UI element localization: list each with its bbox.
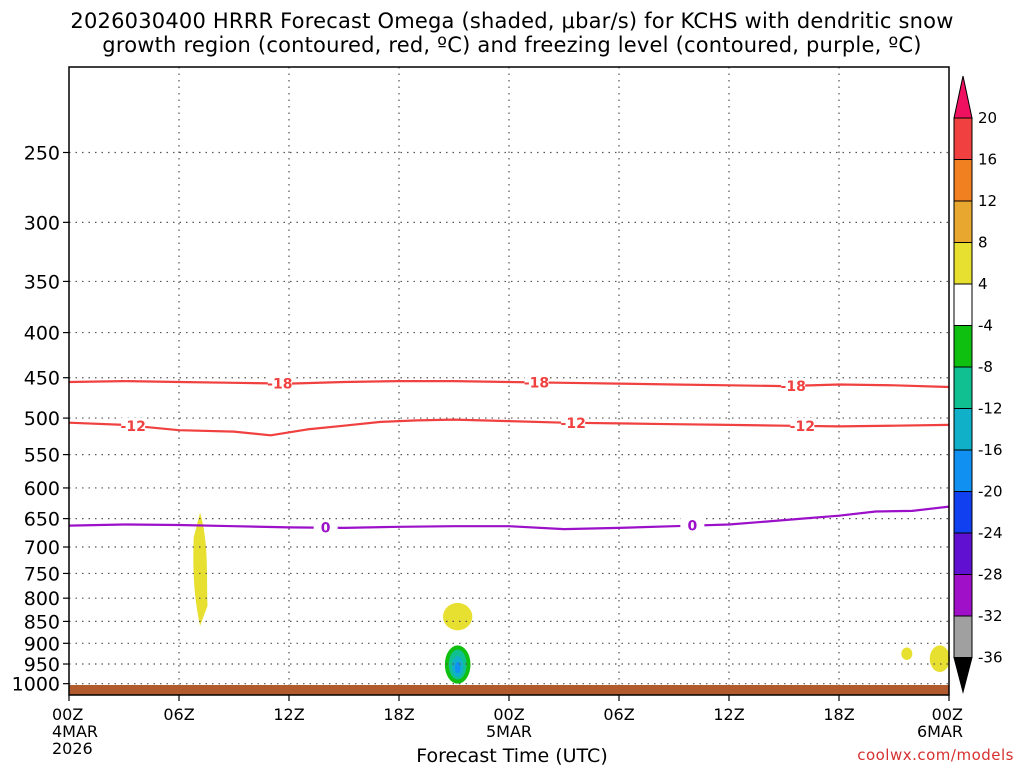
contour-freezing-level-label-0: 0 [321,521,331,537]
contour-minus12-label-bg-1 [561,414,586,429]
y-tick-label-550: 550 [24,445,60,467]
y-tick-label-600: 600 [24,478,60,500]
contour-freezing-level-label-1: 0 [687,519,697,535]
gridlines [69,67,949,695]
contour-minus18-label-bg-0 [267,375,292,390]
colorbar-swatch-9 [953,449,973,492]
contour-minus18-label-1: -18 [524,375,549,391]
colorbar-swatch-2 [953,159,973,202]
colorbar-label-5: -4 [978,317,993,335]
contour-minus12-label-bg-2 [790,417,815,432]
contour-freezing-level-label-bg-1 [680,517,705,532]
x-tick-label-12: 12Z [273,705,304,724]
contour-minus12-label-2: -12 [790,419,815,435]
x-tick-sublabel-0-0: 4MAR [52,722,98,741]
x-tick-label-6: 06Z [163,705,194,724]
colorbar-bottom-arrow [953,657,973,694]
x-tick-label-36: 12Z [713,705,744,724]
contour-minus18-label-bg-2 [781,377,806,392]
chart-title-line-2: growth region (contoured, red, ºC) and f… [102,33,922,57]
contour-minus18-label-bg-1 [524,374,549,389]
colorbar-label-7: -12 [978,400,1003,418]
x-tick-label-42: 18Z [823,705,854,724]
omega-region-2130z-850hpa [443,602,473,631]
y-tick-label-400: 400 [24,323,60,345]
y-tick-label-500: 500 [24,408,60,430]
ground-surface-bar [69,685,949,695]
omega-region-0000z-935hpa [929,645,950,673]
colorbar-swatch-12 [953,574,973,617]
colorbar-swatch-5 [953,283,973,326]
omega-region-0630z-column [193,512,208,626]
y-tick-label-850: 850 [24,611,60,633]
x-tick-sublabel-0-1: 2026 [52,739,93,758]
y-tick-label-900: 900 [24,633,60,655]
colorbar-swatch-7 [953,366,973,409]
omega-shading-layer [193,512,950,684]
colorbar-top-arrow [953,75,973,119]
x-tick-label-30: 06Z [603,705,634,724]
colorbar-swatch-11 [953,532,973,575]
x-tick-label-18: 18Z [383,705,414,724]
colorbar-swatch-6 [953,325,973,368]
contour-minus12 [68,418,950,437]
colorbar-label-2: 12 [978,192,997,210]
x-tick-sublabel-48-0: 6MAR [917,722,963,741]
colorbar-label-10: -24 [978,524,1003,542]
colorbar-legend: 20 16 12 8 4 -4 -8 -12 -16 -20 -24 -28 -32 -36 [953,75,1003,694]
colorbar-swatch-13 [953,615,973,658]
colorbar-swatch-8 [953,408,973,451]
colorbar-label-3: 8 [978,234,988,252]
y-tick-label-750: 750 [24,563,60,585]
omega-region-0330z-925hpa [901,647,913,660]
y-tick-label-250: 250 [24,142,60,164]
colorbar-label-12: -32 [978,607,1003,625]
colorbar-label-13: -36 [978,649,1003,667]
x-tick-label-24: 00Z [493,705,524,724]
y-tick-label-650: 650 [24,509,60,531]
source-credit: coolwx.com/models [857,746,1014,764]
contour-minus12-label-0: -12 [121,419,146,435]
x-tick-label-0: 00Z [52,705,83,724]
colorbar-label-1: 16 [978,151,997,169]
contour-minus12-label-bg-0 [121,417,146,432]
colorbar-label-9: -20 [978,483,1003,501]
colorbar-swatch-4 [953,242,973,285]
y-axis-pressure: 2503003504004505005506006507007508008509… [12,142,69,696]
y-tick-label-950: 950 [24,654,60,676]
colorbar-swatch-3 [953,200,973,243]
chart-title-line-1: 2026030400 HRRR Forecast Omega (shaded, … [70,9,954,33]
colorbar-label-8: -16 [978,441,1003,459]
colorbar-swatch-1 [953,117,973,160]
x-tick-label-48: 00Z [932,705,963,724]
colorbar-label-4: 4 [978,275,988,293]
contour-minus18-label-2: -18 [781,379,806,395]
y-tick-label-800: 800 [24,588,60,610]
contour-minus18-label-0: -18 [267,376,292,392]
contour-freezing-level-label-bg-0 [313,519,338,534]
omega-core-minus20 [454,661,461,674]
colorbar-label-6: -8 [978,358,993,376]
contour-layer: -18 -18 -18 -12 -12 -12 0 0 [68,374,950,537]
y-tick-label-450: 450 [24,368,60,390]
colorbar-label-0: 20 [978,109,997,127]
contour-minus12-label-1: -12 [561,416,586,432]
colorbar-label-11: -28 [978,566,1003,584]
contour-freezing-level [68,505,950,531]
y-tick-label-300: 300 [24,212,60,234]
y-tick-label-350: 350 [24,271,60,293]
y-tick-label-1000: 1000 [12,674,60,696]
x-axis-title: Forecast Time (UTC) [416,745,608,767]
y-tick-label-700: 700 [24,537,60,559]
colorbar-swatch-10 [953,491,973,534]
x-tick-sublabel-24-0: 5MAR [486,722,532,741]
